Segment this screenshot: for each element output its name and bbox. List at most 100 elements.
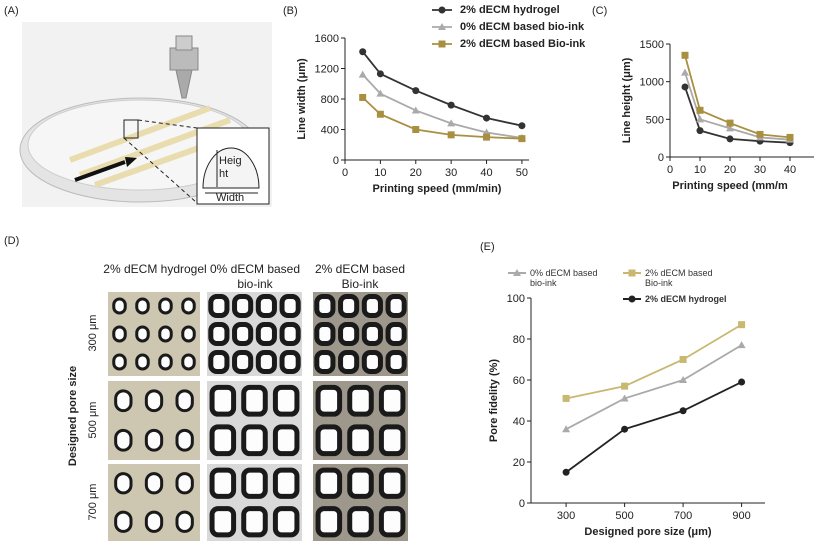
y-tick-label: 1600 (315, 33, 339, 45)
pore (361, 349, 383, 375)
panel-label: (C) (592, 5, 607, 17)
point (412, 87, 420, 95)
x-tick-label: 50 (516, 167, 528, 179)
column-header: 0% dECM based bio-ink (209, 262, 301, 291)
y-axis-label: Line height (μm) (621, 57, 633, 143)
pore (347, 424, 374, 457)
column-header: 2% dECM based Bio-ink (314, 262, 406, 291)
printed-line (68, 105, 212, 163)
point (376, 70, 384, 78)
point (483, 133, 491, 141)
point (518, 122, 526, 130)
series-line (684, 86, 791, 144)
legend-marker (513, 269, 521, 276)
point (359, 48, 367, 56)
pore (175, 510, 194, 533)
series-line (565, 344, 743, 430)
y-tick-label: 0 (658, 152, 664, 164)
point (562, 394, 570, 402)
pore (232, 321, 254, 347)
y-tick-label: 0 (333, 155, 339, 167)
point (679, 376, 688, 383)
x-tick-label: 300 (557, 510, 575, 522)
panel-label: (E) (480, 241, 495, 253)
pore (279, 293, 301, 319)
x-tick-label: 40 (784, 164, 796, 176)
legend-label: 0% dECM based bio-ink (530, 268, 598, 288)
column-header: 2% dECM hydrogel (103, 262, 207, 276)
pore (208, 293, 230, 319)
pore (241, 424, 268, 457)
point (447, 101, 455, 109)
point (358, 70, 367, 78)
point (447, 119, 456, 127)
x-tick-label: 20 (724, 164, 736, 176)
point (412, 126, 420, 133)
nozzle (169, 47, 199, 71)
x-tick-label: 10 (374, 167, 386, 179)
x-tick-label: 700 (674, 510, 692, 522)
point (681, 68, 689, 76)
pore (315, 424, 343, 457)
legend-marker (628, 295, 636, 303)
row-label: 700 μm (87, 484, 99, 521)
legend-label: 2% dECM based Bio-ink (645, 268, 713, 288)
pore (135, 353, 150, 371)
pore (158, 325, 173, 343)
pore (209, 424, 237, 457)
point (726, 135, 734, 143)
y-tick-label: 0 (519, 498, 525, 510)
pore (315, 384, 343, 417)
x-axis-label: Designed pore size (μm) (584, 526, 711, 538)
point (726, 124, 734, 132)
pore (232, 293, 254, 319)
pore (272, 424, 300, 457)
y-tick-label: 1200 (315, 64, 339, 76)
pore (378, 384, 406, 417)
point (562, 425, 571, 433)
x-tick-label: 0 (667, 164, 673, 176)
pore (158, 353, 173, 371)
point (738, 321, 746, 329)
x-axis-label: Printing speed (mm/m (672, 180, 788, 192)
pore (114, 472, 133, 495)
pore (315, 506, 343, 538)
x-tick-label: 0 (342, 167, 348, 179)
point (359, 93, 367, 101)
legend-label: 0% dECM based bio-ink (460, 21, 585, 33)
point (681, 83, 689, 91)
y-tick-label: 40 (513, 416, 525, 428)
panel-label: (A) (4, 5, 19, 17)
series-line (361, 51, 523, 127)
legend-label: 2% dECM hydrogel (460, 4, 560, 16)
point (738, 378, 746, 386)
pore (272, 384, 300, 417)
pore (347, 384, 374, 417)
inset-label: ht (219, 168, 228, 180)
y-tick-label: 400 (321, 125, 339, 137)
y-axis-label: Pore fidelity (%) (488, 359, 500, 442)
arrow-head (125, 157, 137, 167)
point (411, 106, 420, 114)
series-line (684, 55, 791, 139)
x-tick-label: 20 (410, 167, 422, 179)
d-y-label: Designed pore size (67, 366, 79, 466)
legend-marker (438, 6, 446, 14)
point (696, 106, 704, 114)
pore (347, 467, 374, 499)
pore (255, 293, 277, 319)
y-tick-label: 500 (646, 114, 664, 126)
inset-label: Heig (219, 155, 242, 167)
panel-label: (B) (283, 5, 298, 17)
point (620, 394, 629, 402)
pore (385, 321, 407, 347)
pore (112, 353, 127, 371)
point (786, 133, 794, 141)
series-line (362, 73, 523, 139)
schematic: Heig ht Width (19, 22, 272, 207)
x-tick-label: 500 (615, 510, 633, 522)
series-line (362, 96, 522, 140)
inset-guide (137, 119, 198, 129)
x-tick-label: 30 (754, 164, 766, 176)
point (681, 51, 689, 59)
